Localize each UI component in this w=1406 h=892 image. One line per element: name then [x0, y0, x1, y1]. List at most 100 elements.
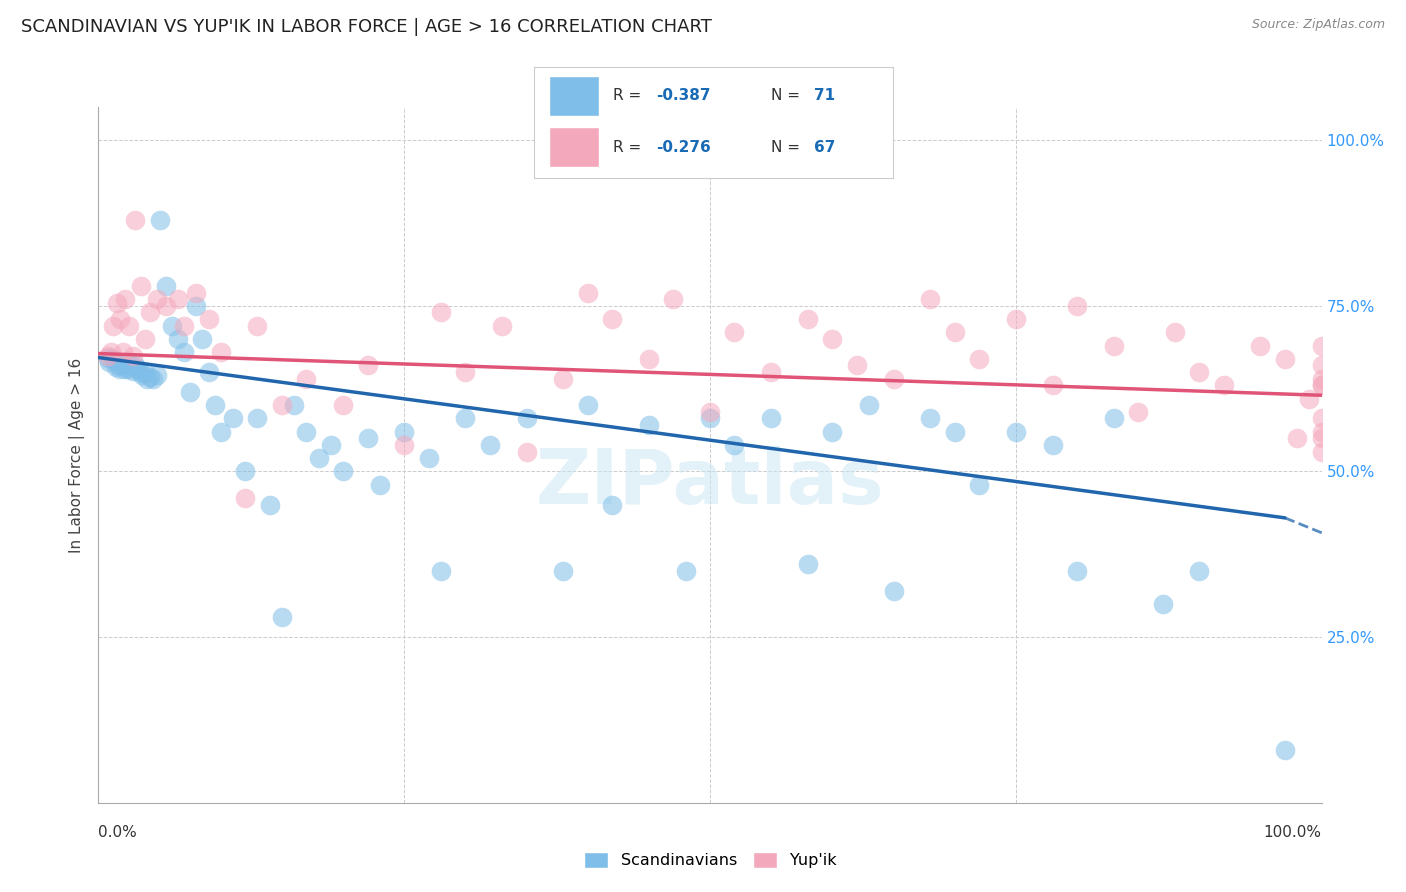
- Point: [114, 292, 136, 306]
- Point: [127, 361, 149, 376]
- Point: [146, 292, 169, 306]
- Point: [821, 332, 844, 346]
- Point: [136, 372, 159, 386]
- Point: [943, 326, 966, 340]
- Point: [1066, 299, 1088, 313]
- Point: [515, 411, 537, 425]
- Point: [120, 359, 142, 373]
- Point: [478, 438, 501, 452]
- Point: [392, 425, 416, 439]
- Text: R =: R =: [613, 140, 647, 154]
- Point: [1310, 372, 1333, 386]
- Text: 0.0%: 0.0%: [98, 825, 138, 840]
- Point: [1152, 597, 1174, 611]
- Text: 71: 71: [814, 88, 835, 103]
- Point: [1310, 411, 1333, 425]
- Text: Source: ZipAtlas.com: Source: ZipAtlas.com: [1251, 18, 1385, 31]
- Point: [418, 451, 440, 466]
- Point: [121, 364, 143, 378]
- Point: [761, 365, 783, 379]
- Text: ZIPatlas: ZIPatlas: [536, 446, 884, 520]
- Point: [967, 477, 990, 491]
- Point: [1212, 378, 1234, 392]
- Text: 100.0%: 100.0%: [1264, 825, 1322, 840]
- Point: [1310, 338, 1333, 352]
- Point: [858, 398, 880, 412]
- Point: [1274, 743, 1296, 757]
- Point: [332, 465, 354, 479]
- Text: SCANDINAVIAN VS YUP'IK IN LABOR FORCE | AGE > 16 CORRELATION CHART: SCANDINAVIAN VS YUP'IK IN LABOR FORCE | …: [21, 18, 711, 36]
- Point: [430, 305, 453, 319]
- Point: [1128, 405, 1150, 419]
- Point: [637, 418, 661, 433]
- Point: [173, 345, 195, 359]
- Point: [368, 477, 391, 491]
- Point: [1310, 378, 1333, 392]
- Point: [129, 365, 152, 379]
- Point: [576, 285, 599, 300]
- Point: [197, 312, 219, 326]
- Point: [430, 564, 453, 578]
- Point: [1042, 438, 1064, 452]
- Point: [553, 564, 575, 578]
- Point: [576, 398, 599, 412]
- Point: [553, 372, 575, 386]
- Point: [204, 398, 226, 412]
- Point: [637, 351, 661, 366]
- Point: [121, 349, 143, 363]
- Point: [699, 405, 721, 419]
- Point: [129, 279, 152, 293]
- Point: [173, 318, 195, 333]
- Point: [155, 299, 177, 313]
- Point: [600, 312, 623, 326]
- Point: [1102, 411, 1125, 425]
- Legend: Scandinavians, Yup'ik: Scandinavians, Yup'ik: [578, 846, 842, 875]
- Point: [246, 411, 269, 425]
- Point: [105, 295, 128, 310]
- Text: N =: N =: [770, 88, 804, 103]
- Point: [821, 425, 844, 439]
- Text: -0.387: -0.387: [657, 88, 710, 103]
- Text: N =: N =: [770, 140, 804, 154]
- Point: [149, 212, 172, 227]
- Point: [662, 292, 685, 306]
- Point: [967, 351, 990, 366]
- Point: [160, 318, 183, 333]
- Point: [1042, 378, 1064, 392]
- Point: [146, 368, 169, 383]
- Point: [1310, 444, 1333, 458]
- Point: [883, 372, 905, 386]
- Point: [1310, 359, 1333, 373]
- Point: [131, 368, 153, 383]
- Text: R =: R =: [613, 88, 647, 103]
- Point: [155, 279, 177, 293]
- Point: [197, 365, 219, 379]
- Point: [356, 431, 378, 445]
- Point: [600, 498, 623, 512]
- Point: [920, 411, 942, 425]
- Point: [295, 372, 318, 386]
- Point: [222, 411, 245, 425]
- Point: [283, 398, 305, 412]
- Point: [117, 361, 139, 376]
- Point: [675, 564, 697, 578]
- Point: [98, 355, 121, 369]
- Point: [491, 318, 513, 333]
- Point: [1188, 365, 1211, 379]
- Point: [332, 398, 354, 412]
- Point: [142, 372, 165, 386]
- Point: [104, 359, 127, 374]
- Bar: [548, 128, 599, 168]
- Point: [139, 370, 162, 384]
- Point: [1004, 312, 1026, 326]
- Point: [515, 444, 537, 458]
- Point: [100, 345, 122, 359]
- Point: [233, 465, 256, 479]
- Point: [186, 299, 208, 313]
- Point: [454, 411, 477, 425]
- Point: [114, 361, 136, 376]
- Point: [101, 351, 124, 366]
- Point: [101, 318, 124, 333]
- Point: [797, 312, 820, 326]
- Point: [111, 345, 134, 359]
